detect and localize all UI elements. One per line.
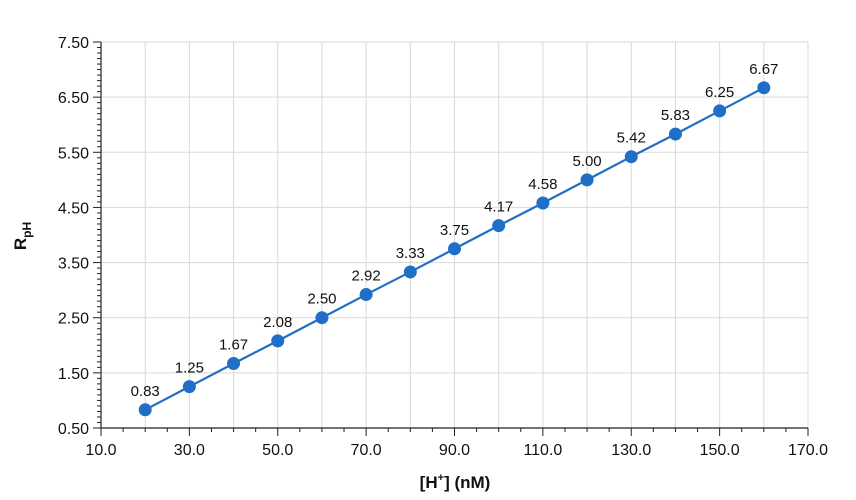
- x-tick-label: 170.0: [788, 442, 828, 459]
- y-tick-label: 6.50: [58, 90, 89, 107]
- data-label: 3.33: [396, 245, 425, 262]
- y-tick-labels: 0.50 1.50 2.50 3.50 4.50 5.50 6.50 7.50: [58, 35, 89, 438]
- data-label: 5.42: [617, 130, 646, 147]
- data-label: 0.83: [131, 383, 160, 400]
- x-tick-label: 70.0: [351, 442, 382, 459]
- axes: [93, 41, 809, 436]
- y-tick-label: 2.50: [58, 311, 89, 328]
- y-tick-label: 7.50: [58, 35, 89, 52]
- data-point: [580, 173, 594, 187]
- data-point: [403, 265, 417, 279]
- data-label: 5.83: [661, 107, 690, 124]
- grid-lines: [101, 42, 808, 428]
- data-point: [227, 356, 241, 370]
- data-label: 3.75: [440, 222, 469, 239]
- data-point: [757, 81, 771, 95]
- data-label: 6.67: [749, 61, 778, 78]
- data-point: [624, 150, 638, 164]
- data-point: [713, 104, 727, 118]
- y-axis-title-main: R: [11, 238, 30, 250]
- y-axis-title: RpH: [11, 222, 34, 250]
- x-axis-title-main: [H: [420, 473, 438, 492]
- x-tick-label: 90.0: [439, 442, 470, 459]
- data-label: 4.58: [528, 176, 557, 193]
- data-labels: 0.83 1.25 1.67 2.08 2.50 2.92 3.33 3.75 4.17 4.58…: [131, 61, 779, 400]
- x-axis-title: [H+] (nM): [420, 472, 491, 492]
- data-point: [448, 242, 461, 256]
- data-label: 2.92: [352, 268, 381, 285]
- data-point: [359, 288, 373, 302]
- x-tick-label: 150.0: [700, 442, 740, 459]
- x-tick-label: 50.0: [262, 442, 293, 459]
- data-point: [271, 334, 285, 348]
- data-point: [315, 311, 329, 325]
- x-tick-label: 10.0: [85, 442, 116, 459]
- x-axis-title-rest: ] (nM): [444, 473, 490, 492]
- x-tick-label: 130.0: [611, 442, 651, 459]
- data-label: 1.25: [175, 360, 204, 377]
- y-tick-label: 0.50: [58, 421, 89, 438]
- y-tick-label: 3.50: [58, 256, 89, 273]
- x-tick-label: 110.0: [523, 442, 562, 459]
- data-label: 2.50: [307, 291, 336, 308]
- y-tick-label: 4.50: [58, 200, 89, 217]
- data-point: [182, 380, 196, 394]
- data-label: 5.00: [572, 153, 601, 170]
- data-point: [536, 196, 550, 210]
- y-axis-title-subscript: pH: [20, 222, 34, 238]
- data-label: 6.25: [705, 84, 734, 101]
- data-point: [668, 127, 682, 141]
- data-label: 4.17: [484, 199, 513, 216]
- data-series: [138, 81, 771, 417]
- data-label: 1.67: [219, 336, 248, 353]
- x-tick-labels: 10.0 30.0 50.0 70.0 90.0 110.0 130.0 150.0 170.0: [85, 442, 828, 459]
- x-axis-title-superscript: +: [438, 472, 444, 484]
- data-point: [138, 403, 152, 417]
- y-tick-label: 1.50: [58, 366, 89, 383]
- data-label: 2.08: [263, 314, 292, 331]
- y-tick-label: 5.50: [58, 145, 89, 162]
- x-tick-label: 30.0: [174, 442, 205, 459]
- data-point: [492, 219, 506, 233]
